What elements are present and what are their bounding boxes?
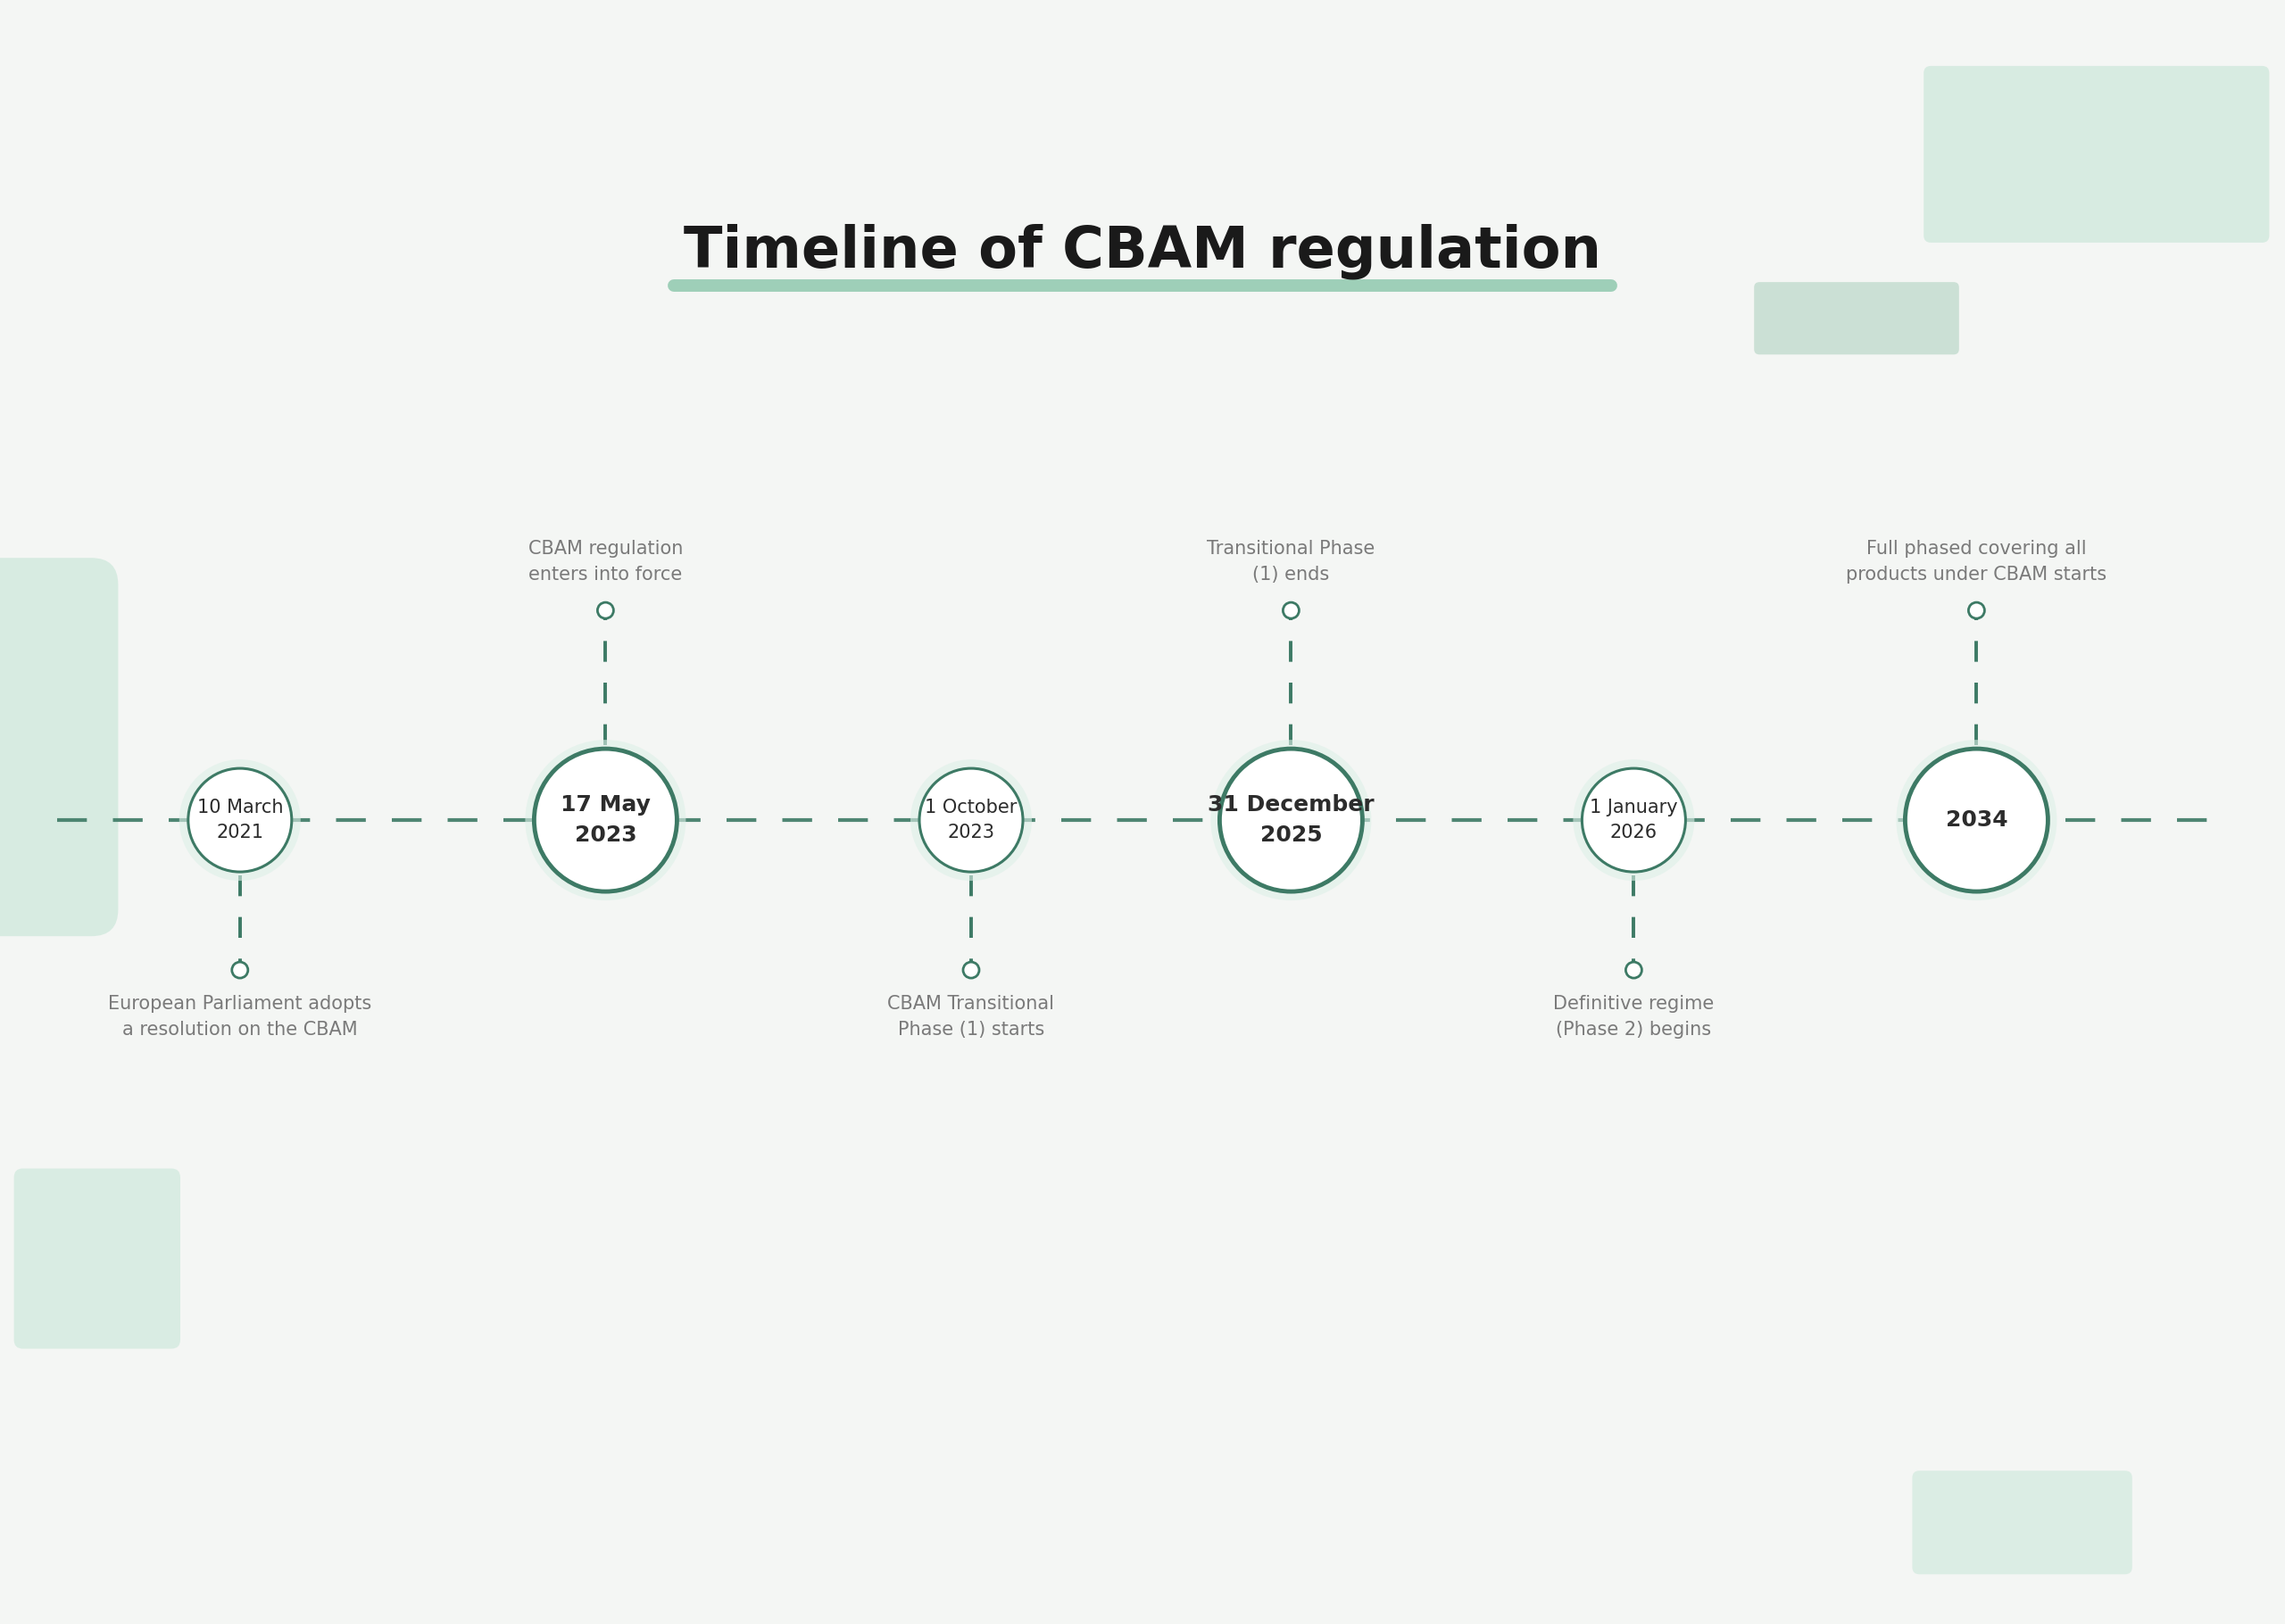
Ellipse shape bbox=[1625, 961, 1643, 978]
Ellipse shape bbox=[526, 741, 686, 900]
Text: CBAM regulation
enters into force: CBAM regulation enters into force bbox=[528, 541, 683, 583]
Text: CBAM Transitional
Phase (1) starts: CBAM Transitional Phase (1) starts bbox=[887, 996, 1056, 1039]
Ellipse shape bbox=[919, 768, 1024, 872]
Ellipse shape bbox=[187, 768, 292, 872]
Text: 17 May
2023: 17 May 2023 bbox=[560, 794, 651, 846]
Text: Full phased covering all
products under CBAM starts: Full phased covering all products under … bbox=[1846, 541, 2107, 583]
Ellipse shape bbox=[535, 749, 676, 892]
Text: Transitional Phase
(1) ends: Transitional Phase (1) ends bbox=[1206, 541, 1376, 583]
Ellipse shape bbox=[1967, 603, 1986, 619]
Ellipse shape bbox=[909, 760, 1033, 880]
Ellipse shape bbox=[1211, 741, 1371, 900]
Text: 1 January
2026: 1 January 2026 bbox=[1590, 799, 1677, 841]
Ellipse shape bbox=[1220, 749, 1362, 892]
Ellipse shape bbox=[1906, 749, 2047, 892]
Text: Definitive regime
(Phase 2) begins: Definitive regime (Phase 2) begins bbox=[1554, 996, 1714, 1039]
Ellipse shape bbox=[1897, 741, 2056, 900]
Text: 31 December
2025: 31 December 2025 bbox=[1209, 794, 1373, 846]
Ellipse shape bbox=[178, 760, 302, 880]
Text: 2034: 2034 bbox=[1945, 809, 2009, 831]
Ellipse shape bbox=[1581, 768, 1686, 872]
FancyBboxPatch shape bbox=[1913, 1471, 2132, 1574]
FancyBboxPatch shape bbox=[1755, 283, 1958, 354]
Text: 1 October
2023: 1 October 2023 bbox=[925, 799, 1017, 841]
Ellipse shape bbox=[1572, 760, 1695, 880]
Ellipse shape bbox=[962, 961, 980, 978]
Text: European Parliament adopts
a resolution on the CBAM: European Parliament adopts a resolution … bbox=[107, 996, 372, 1039]
Ellipse shape bbox=[1282, 603, 1300, 619]
Text: Timeline of CBAM regulation: Timeline of CBAM regulation bbox=[683, 224, 1602, 279]
Ellipse shape bbox=[596, 603, 615, 619]
Text: 10 March
2021: 10 March 2021 bbox=[197, 799, 283, 841]
FancyBboxPatch shape bbox=[1924, 67, 2269, 242]
FancyBboxPatch shape bbox=[14, 1169, 181, 1348]
Ellipse shape bbox=[231, 961, 249, 978]
FancyBboxPatch shape bbox=[0, 559, 119, 935]
